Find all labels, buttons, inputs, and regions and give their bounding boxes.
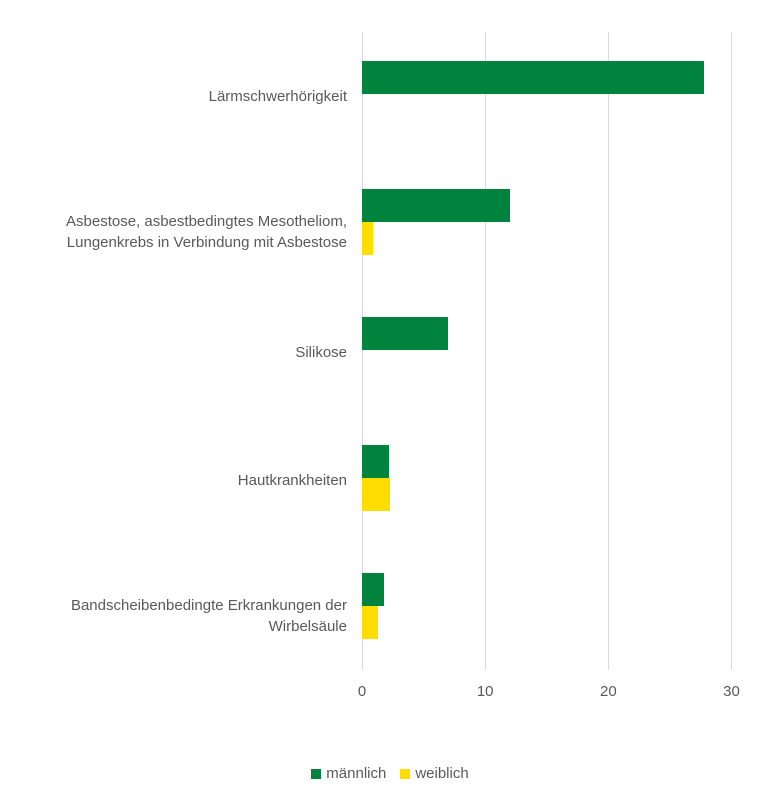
legend-label-weiblich: weiblich	[415, 765, 469, 782]
bar-maennlich	[362, 445, 390, 478]
gridline	[607, 32, 609, 670]
category-label: Lärmschwerhörigkeit	[208, 87, 347, 105]
x-tick-label: 10	[476, 683, 494, 700]
category-label: Hautkrankheiten	[237, 471, 347, 489]
bar-weiblich	[362, 478, 390, 511]
bar-weiblich	[362, 222, 374, 255]
gridline	[484, 32, 486, 670]
category-label: Bandscheibenbedingte Erkrankungen der Wir…	[70, 597, 347, 635]
bar-weiblich	[362, 606, 378, 639]
x-tick-label: 20	[599, 683, 617, 700]
legend: männlich weiblich	[0, 765, 780, 782]
category-label: Asbestose, asbestbedingtes Mesotheliom, L…	[66, 213, 347, 251]
legend-swatch-maennlich-icon	[311, 768, 322, 779]
bar-maennlich	[362, 317, 449, 350]
legend-label-maennlich: männlich	[326, 765, 387, 782]
x-tick-label: 0	[357, 683, 367, 700]
legend-swatch-weiblich-icon	[400, 768, 411, 779]
bar-maennlich	[362, 573, 385, 606]
legend-item-weiblich: weiblich	[400, 765, 469, 782]
bar-maennlich	[362, 61, 705, 94]
gridline	[361, 32, 363, 670]
x-tick-label: 30	[723, 683, 740, 700]
bar-maennlich	[362, 189, 510, 222]
category-label: Silikose	[295, 343, 347, 361]
legend-item-maennlich: männlich	[311, 765, 386, 782]
gridline	[731, 32, 732, 670]
